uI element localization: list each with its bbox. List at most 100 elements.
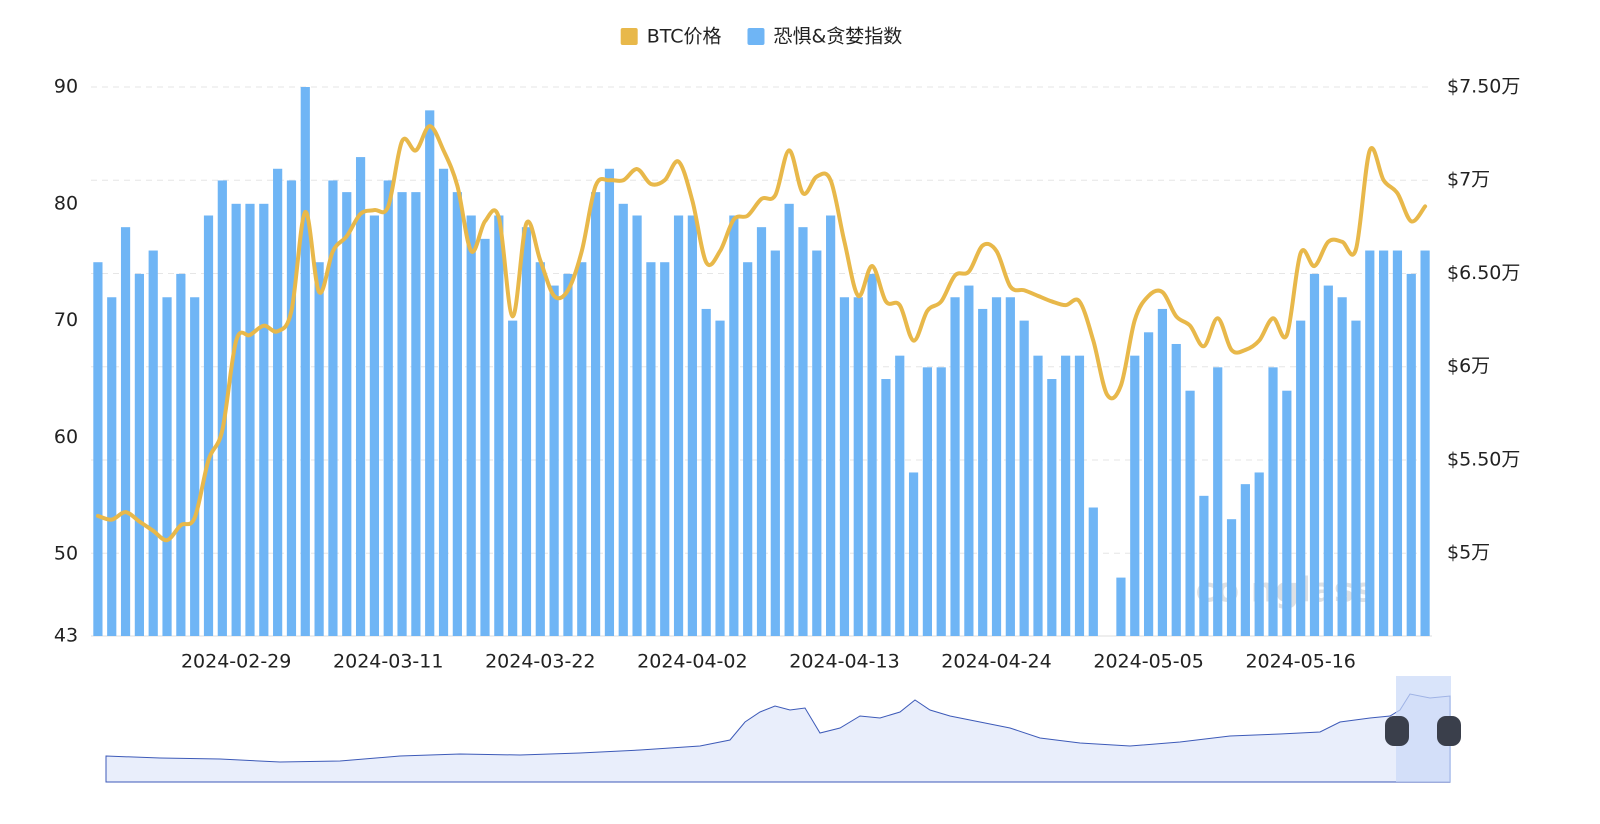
- bar: [673, 215, 684, 636]
- legend-swatch: [747, 28, 765, 45]
- y-tick-label: 50: [54, 543, 78, 565]
- navigator-handle[interactable]: [1437, 716, 1461, 746]
- bar: [895, 355, 905, 636]
- bar: [853, 297, 863, 636]
- bar: [217, 180, 227, 636]
- bar: [1337, 297, 1347, 636]
- bar: [452, 192, 462, 636]
- legend: BTC价格 恐惧&贪婪指数: [620, 26, 902, 48]
- bar: [950, 297, 960, 636]
- bar: [245, 203, 255, 636]
- bar: [729, 215, 739, 636]
- price-line: [95, 124, 1428, 543]
- bar: [591, 192, 601, 636]
- y2-tick-label: $5.50万: [1447, 448, 1520, 470]
- bar: [1268, 367, 1278, 636]
- y-tick-label: 70: [54, 309, 78, 331]
- navigator[interactable]: [105, 676, 1461, 783]
- bar: [549, 285, 559, 636]
- bar: [383, 180, 393, 636]
- x-tick-label: 2024-04-02: [637, 651, 747, 673]
- navigator-handle[interactable]: [1385, 716, 1409, 746]
- bar: [231, 203, 241, 636]
- bar: [715, 320, 725, 636]
- x-tick-label: 2024-03-22: [485, 651, 595, 673]
- bar: [812, 250, 822, 636]
- bar: [411, 192, 421, 636]
- bar: [881, 379, 891, 636]
- bar: [535, 262, 545, 636]
- bar: [521, 227, 532, 636]
- bar: [355, 157, 366, 636]
- bar: [466, 215, 476, 636]
- bar: [1116, 577, 1126, 636]
- bar: [438, 168, 449, 636]
- bar: [1365, 250, 1375, 636]
- bar: [908, 472, 919, 636]
- bar: [770, 250, 780, 636]
- bar: [494, 215, 504, 636]
- bar: [577, 262, 587, 636]
- bar: [936, 367, 946, 636]
- bar: [1240, 484, 1250, 636]
- bar: [867, 273, 877, 636]
- bar: [480, 238, 490, 636]
- bar: [701, 308, 711, 636]
- x-tick-label: 2024-02-29: [181, 651, 291, 673]
- bar: [1019, 320, 1029, 636]
- bar: [1047, 379, 1057, 636]
- bar: [1323, 285, 1333, 636]
- legend-label: BTC价格: [647, 26, 722, 48]
- bar: [1392, 250, 1403, 636]
- bar: [342, 192, 352, 636]
- bar: [826, 215, 836, 636]
- bar: [1406, 273, 1416, 636]
- bar: [964, 285, 974, 636]
- bar: [203, 215, 214, 636]
- bar: [273, 168, 283, 636]
- bar: [286, 180, 297, 636]
- bar: [618, 203, 628, 636]
- bar: [646, 262, 656, 636]
- bar: [93, 262, 103, 636]
- bar: [839, 297, 850, 636]
- navigator-area: [105, 693, 1451, 783]
- bar: [784, 203, 794, 636]
- bar: [369, 215, 380, 636]
- bar: [1213, 367, 1223, 636]
- bar: [176, 273, 186, 636]
- bar: [798, 227, 808, 636]
- bar: [1005, 297, 1015, 636]
- y-tick-label: 43: [54, 625, 78, 647]
- bar: [1130, 355, 1140, 636]
- bar: [1379, 250, 1389, 636]
- bar: [604, 168, 615, 636]
- y2-tick-label: $7.50万: [1447, 76, 1520, 98]
- bar: [1061, 355, 1071, 636]
- bar: [660, 262, 670, 636]
- bar: [1199, 495, 1209, 636]
- bar: [162, 297, 172, 636]
- bar: [107, 297, 117, 636]
- bar: [1033, 355, 1043, 636]
- y-tick-label: 90: [54, 76, 78, 98]
- x-tick-label: 2024-04-13: [789, 651, 899, 673]
- bar: [397, 192, 407, 636]
- bar: [1282, 390, 1292, 636]
- legend-swatch: [620, 28, 638, 45]
- y2-tick-label: $5万: [1447, 542, 1490, 564]
- y-tick-label: 80: [54, 192, 78, 214]
- bar: [314, 262, 324, 636]
- bar: [922, 367, 932, 636]
- bar: [991, 297, 1002, 636]
- bar: [1171, 343, 1181, 636]
- bar: [328, 180, 338, 636]
- bar: [687, 215, 697, 636]
- bar: [1143, 332, 1154, 636]
- y2-tick-label: $7万: [1447, 169, 1490, 191]
- bar: [1074, 355, 1085, 636]
- legend-label: 恐惧&贪婪指数: [773, 26, 902, 48]
- bar: [134, 273, 144, 636]
